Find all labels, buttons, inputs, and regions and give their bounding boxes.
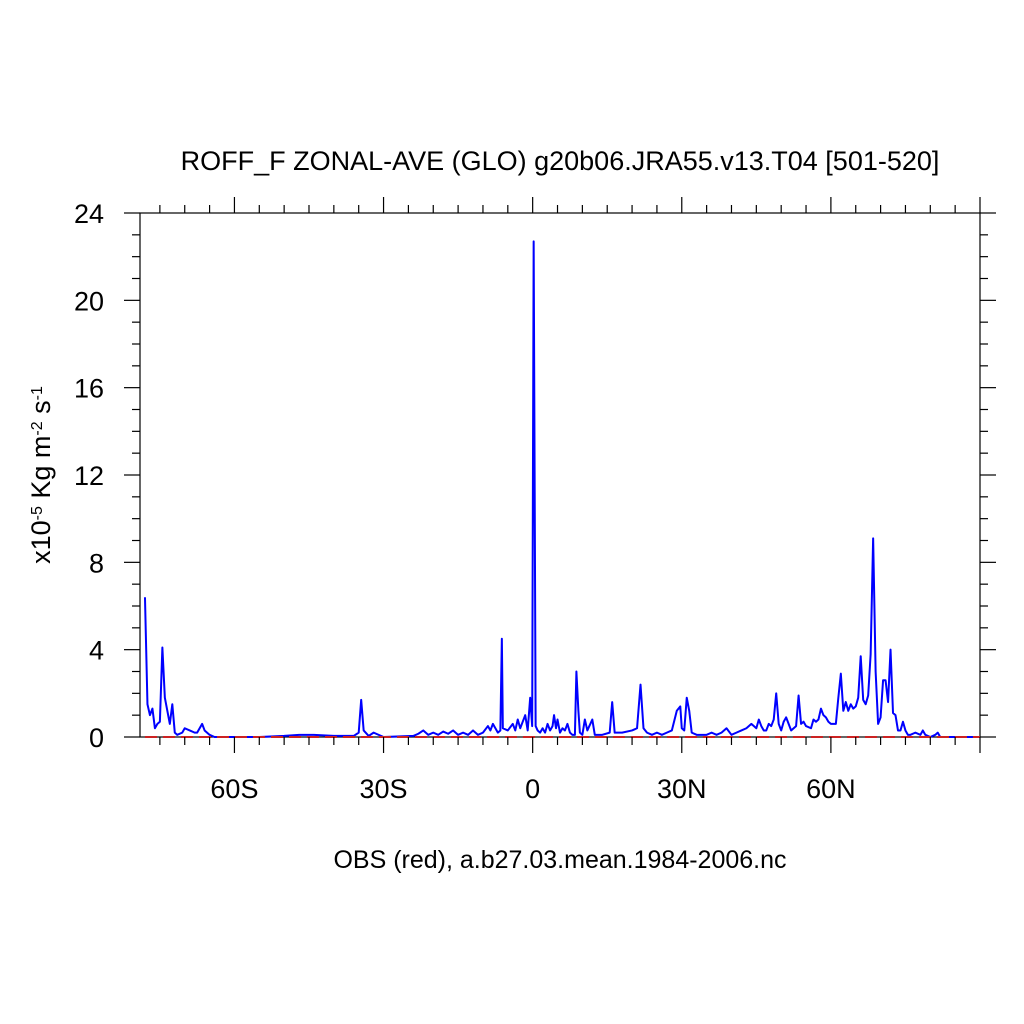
y-axis-label: x10-5 Kg m-2 s-1 — [26, 386, 56, 564]
plot-border — [139, 212, 981, 738]
x-tick-label: 60N — [806, 774, 856, 804]
series-line-model — [143, 240, 980, 738]
x-tick-label: 60S — [210, 774, 258, 804]
x-tick-label: 30S — [360, 774, 408, 804]
y-tick-label: 8 — [89, 548, 104, 578]
y-tick-label: 0 — [89, 723, 104, 753]
y-tick-label: 24 — [74, 199, 104, 229]
y-tick-label: 12 — [74, 461, 104, 491]
y-label-unit2: s — [26, 400, 56, 421]
x-tick-label: 0 — [525, 774, 540, 804]
y-label-base: x10 — [26, 520, 56, 564]
axis-tick-labels: 60S 30S 0 30N 60N 0 4 8 12 16 20 24 — [74, 199, 856, 804]
y-tick-label: 16 — [74, 374, 104, 404]
x-axis-label: OBS (red), a.b27.03.mean.1984-2006.nc — [333, 846, 786, 874]
series-layer — [143, 240, 980, 738]
y-tick-label: 20 — [74, 286, 104, 316]
y-label-unit1: Kg m — [26, 436, 56, 507]
chart-title: ROFF_F ZONAL-AVE (GLO) g20b06.JRA55.v13.… — [181, 146, 940, 176]
y-label-unit1-exp: -2 — [29, 421, 46, 435]
axis-ticks — [124, 197, 996, 753]
x-tick-label: 30N — [657, 774, 707, 804]
y-label-unit2-exp: -1 — [29, 386, 46, 400]
y-label-base-exp: -5 — [29, 506, 46, 520]
y-tick-label: 4 — [89, 636, 104, 666]
plot-area — [139, 212, 981, 738]
